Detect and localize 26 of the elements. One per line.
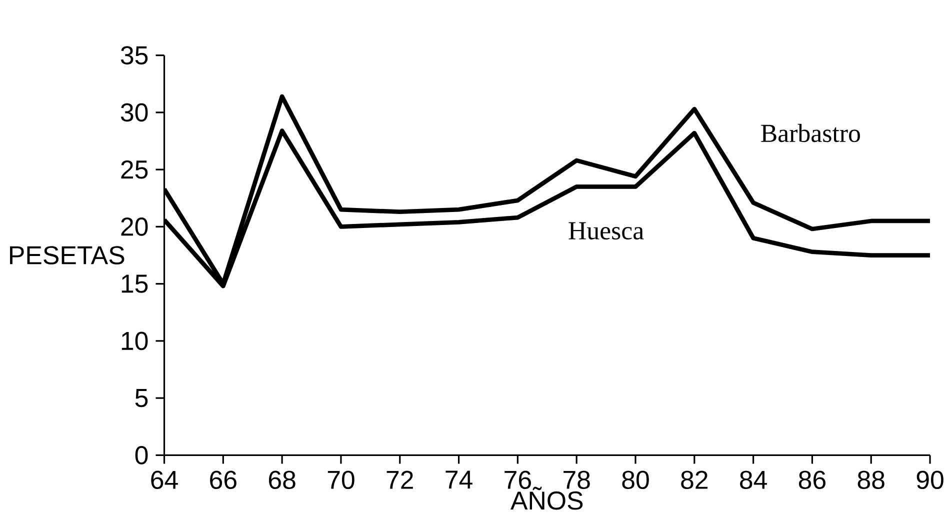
- y-tick-label: 25: [121, 160, 148, 179]
- x-axis-title: AÑOS: [510, 486, 583, 510]
- x-tick-label: 86: [798, 470, 826, 489]
- x-tick-label: 74: [446, 470, 472, 488]
- y-tick-label: 5: [135, 389, 148, 408]
- x-tick-label: 80: [622, 470, 649, 489]
- y-tick-label: 0: [135, 446, 148, 464]
- y-tick-label: 20: [121, 217, 148, 236]
- x-tick-label: 70: [328, 470, 354, 489]
- x-tick-label: 64: [151, 470, 178, 489]
- series-label: Huesca: [568, 222, 644, 240]
- x-tick-label: 78: [564, 470, 590, 489]
- x-tick-label: 82: [681, 470, 708, 489]
- x-tick-label: 84: [740, 470, 767, 489]
- x-tick-label: 88: [858, 470, 884, 489]
- y-tick-label: 15: [122, 274, 148, 293]
- x-tick-label: 66: [210, 470, 236, 489]
- series-label: Barbastro: [761, 124, 860, 142]
- y-axis-title: PESETAS: [10, 246, 124, 264]
- y-tick-label: 35: [120, 46, 148, 64]
- y-tick-label: 10: [122, 332, 148, 350]
- y-tick-label: 30: [120, 103, 148, 122]
- x-tick-label: 76: [504, 470, 531, 489]
- x-tick-label: 72: [386, 470, 413, 489]
- x-tick-label: 68: [268, 470, 296, 489]
- x-tick-label: 90: [916, 470, 944, 489]
